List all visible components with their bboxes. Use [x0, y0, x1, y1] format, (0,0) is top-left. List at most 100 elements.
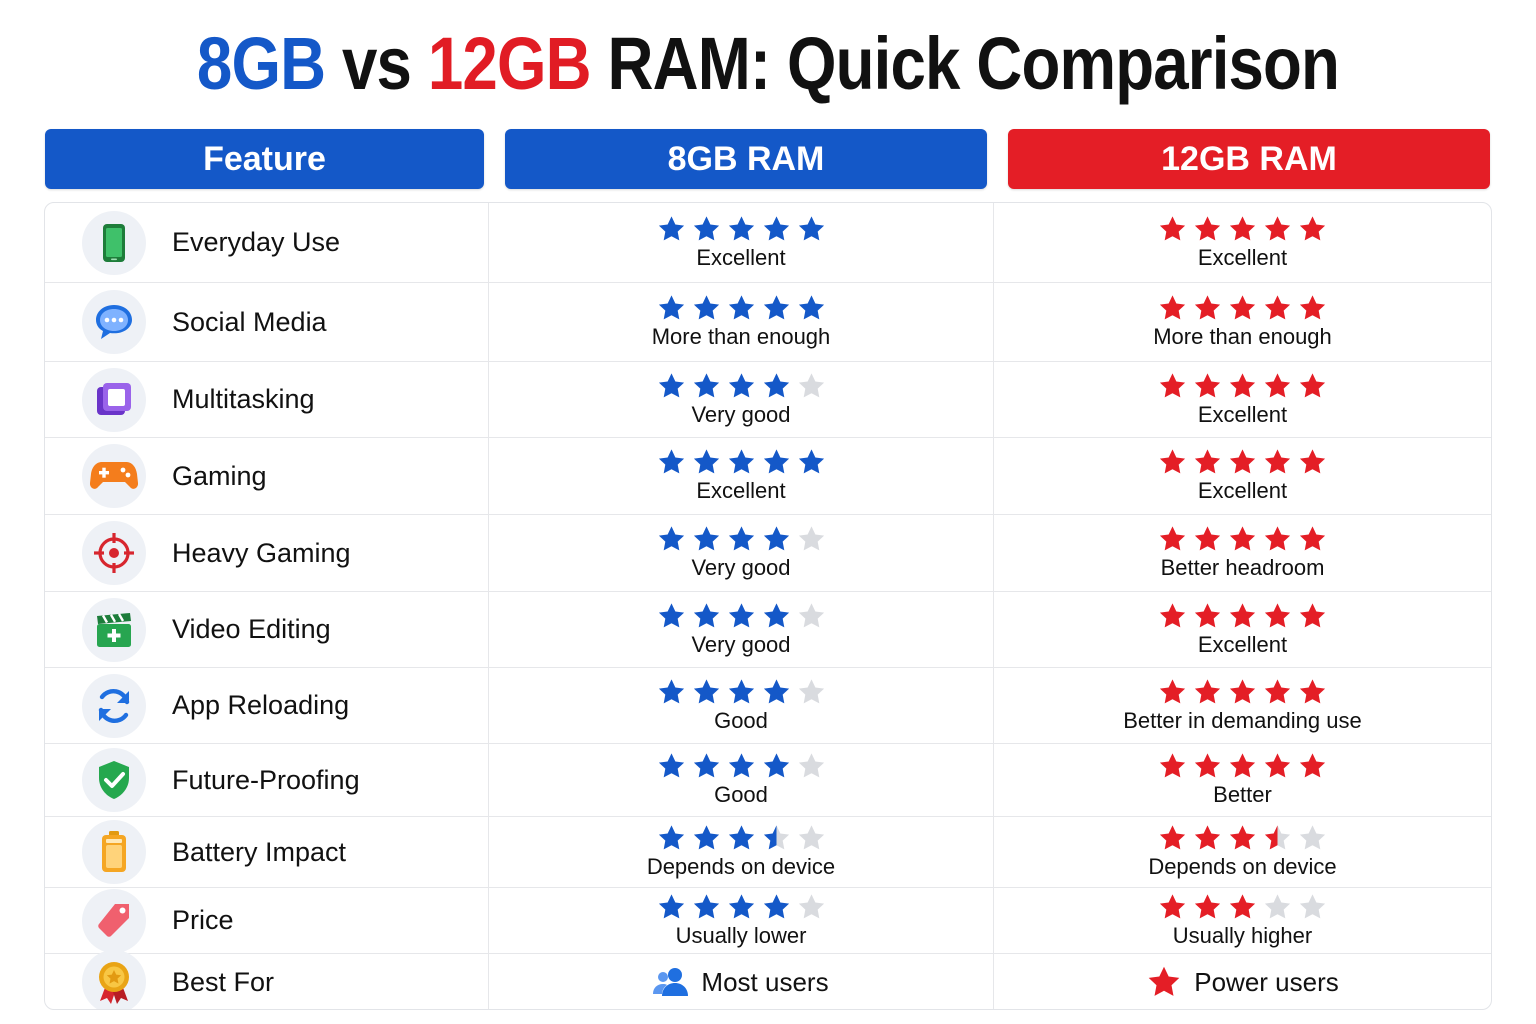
rating-star [658, 372, 684, 397]
rating-star [728, 526, 754, 551]
rating-star [1194, 215, 1221, 240]
title-rest: RAM: Quick Comparison [590, 22, 1340, 105]
rating-star [1264, 602, 1291, 627]
rating-star [1299, 602, 1326, 627]
users-icon [653, 968, 689, 996]
feature-label: Social Media [172, 306, 327, 337]
rating-star [1299, 526, 1326, 551]
rating-8gb-cell: Very good [489, 515, 993, 591]
feature-label: App Reloading [172, 690, 350, 720]
rating-star [1159, 893, 1186, 918]
star-icon [1148, 966, 1180, 996]
rating-star [693, 449, 719, 474]
feature-cell: Best For [45, 950, 488, 1009]
rating-text: Good [714, 707, 768, 733]
rating-star [763, 372, 789, 397]
rating-star [658, 295, 684, 320]
star-rating [1158, 372, 1327, 400]
star-rating [657, 824, 826, 852]
best-for-text: Power users [1194, 966, 1339, 997]
star-rating [1158, 602, 1327, 630]
rating-8gb-cell: Good [489, 744, 993, 816]
rating-text: Better headroom [1160, 555, 1325, 580]
star-rating [657, 752, 826, 780]
rating-star [1194, 372, 1221, 397]
rating-star [763, 295, 789, 320]
rating-star [1299, 295, 1326, 320]
rating-star [728, 295, 754, 320]
medal-icon [82, 950, 146, 1009]
rating-star [693, 678, 719, 703]
feature-label: Battery Impact [172, 836, 347, 867]
feature-label: Future-Proofing [172, 764, 360, 795]
rating-star [798, 678, 824, 703]
best-for-value: Most users [653, 967, 829, 998]
feature-cell: Video Editing [45, 592, 488, 667]
rating-star [763, 893, 789, 918]
rating-text: Very good [691, 631, 791, 657]
rating-text: Depends on device [646, 854, 836, 879]
star-rating [1158, 525, 1327, 553]
rating-12gb-cell: Better in demanding use [994, 668, 1491, 743]
rating-8gb-cell: Usually lower [489, 888, 993, 953]
rating-text: Usually lower [675, 922, 807, 948]
rating-star [1194, 753, 1221, 778]
rating-star [728, 602, 754, 627]
feature-cell: Battery Impact [45, 817, 488, 887]
rating-star [1229, 602, 1256, 627]
rating-12gb-cell: Excellent [994, 438, 1491, 514]
gamepad-icon [82, 444, 146, 508]
table-row: Price Usually lower Usually higher [45, 888, 1491, 954]
rating-star [798, 449, 824, 474]
rating-text: Excellent [696, 244, 786, 270]
rating-text: Better [1213, 782, 1272, 807]
rating-star [763, 449, 789, 474]
rating-8gb-cell: Excellent [489, 203, 993, 282]
rating-text: More than enough [1153, 324, 1332, 349]
rating-star [693, 372, 719, 397]
rating-star [1194, 295, 1221, 320]
rating-star [728, 449, 754, 474]
rating-star [1159, 215, 1186, 240]
rating-star [798, 295, 824, 320]
feature-cell: App Reloading [45, 668, 488, 743]
rating-star [1159, 602, 1186, 627]
column-divider [488, 203, 489, 1009]
rating-star [693, 753, 719, 778]
rating-star [1159, 295, 1186, 320]
table-row: App Reloading Good Better in demanding use [45, 668, 1491, 744]
feature-cell: Gaming [45, 438, 488, 514]
rating-star [1159, 449, 1186, 474]
rating-star [798, 893, 824, 918]
title-8gb: 8GB [196, 22, 326, 105]
table-row: Heavy Gaming Very good Better headroom [45, 515, 1491, 592]
table-row: Social Media More than enough More than en… [45, 283, 1491, 362]
rating-8gb-cell: Very good [489, 592, 993, 667]
rating-text: Very good [691, 401, 791, 427]
rating-star [798, 526, 824, 551]
best-for-8gb-cell: Most users [489, 954, 993, 1009]
rating-8gb-cell: More than enough [489, 283, 993, 361]
rating-text: Good [714, 782, 768, 807]
table-row: Multitasking Very good Excellent [45, 362, 1491, 438]
rating-12gb-cell: Excellent [994, 362, 1491, 437]
rating-text: Very good [691, 555, 791, 580]
best-for-row: Best For Most users Power users [45, 950, 1491, 1009]
header-8gb-ram: 8GB RAM [505, 129, 987, 189]
star-rating [657, 893, 826, 921]
star-rating [657, 372, 826, 400]
rating-star [1264, 372, 1291, 397]
rating-8gb-cell: Very good [489, 362, 993, 437]
rating-star [1264, 825, 1291, 850]
battery-icon [82, 820, 146, 884]
column-divider [993, 203, 994, 1009]
feature-label: Multitasking [172, 384, 315, 414]
feature-label: Best For [172, 966, 275, 997]
title-vs: vs [325, 22, 428, 105]
rating-12gb-cell: Usually higher [994, 888, 1491, 953]
rating-star [693, 602, 719, 627]
rating-text: Excellent [1197, 631, 1288, 657]
rating-star [1159, 753, 1186, 778]
rating-star [1264, 678, 1291, 703]
star-rating [1158, 752, 1327, 780]
